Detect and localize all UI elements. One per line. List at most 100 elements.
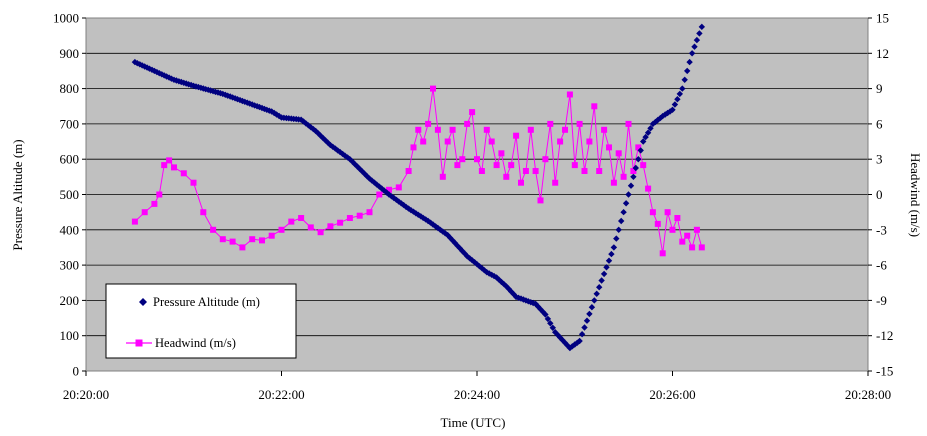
- headwind-point-57: [537, 197, 544, 204]
- altitude-point-192: [600, 270, 608, 278]
- headwind-point-13: [239, 244, 246, 251]
- headwind-point-69: [596, 168, 603, 174]
- left-tick-label: 100: [60, 328, 80, 343]
- headwind-point-74: [620, 173, 627, 180]
- headwind-point-20: [307, 224, 314, 231]
- x-tick-label: 20:24:00: [454, 387, 500, 402]
- x-tick-label: 20:26:00: [649, 387, 695, 402]
- altitude-point-211: [647, 125, 654, 132]
- headwind-point-48: [493, 162, 500, 169]
- altitude-point-185: [583, 317, 591, 324]
- headwind-point-67: [586, 138, 593, 145]
- altitude-point-195: [608, 250, 615, 258]
- legend-item-headwind: Headwind (m/s): [126, 336, 236, 350]
- headwind-point-80: [649, 209, 656, 216]
- altitude-point-200: [620, 209, 627, 216]
- altitude-point-220: [669, 106, 676, 113]
- altitude-point-165: [534, 303, 542, 310]
- headwind-point-7: [180, 170, 187, 177]
- altitude-point-163: [530, 299, 537, 307]
- left-tick-label: 0: [73, 364, 80, 379]
- altitude-point-227: [686, 58, 693, 66]
- square-marker-icon: [135, 339, 143, 347]
- headwind-point-50: [503, 173, 510, 180]
- altitude-point-170: [547, 320, 554, 327]
- headwind-point-6: [171, 164, 177, 171]
- headwind-point-88: [689, 244, 696, 251]
- altitude-point-197: [613, 235, 620, 242]
- altitude-point-134: [459, 247, 466, 255]
- headwind-point-38: [444, 138, 451, 145]
- altitude-point-193: [603, 264, 610, 271]
- altitude-point-199: [618, 217, 625, 225]
- altitude-point-174: [556, 334, 564, 341]
- altitude-point-216: [659, 112, 666, 120]
- headwind-point-34: [425, 120, 432, 127]
- headwind-point-42: [464, 120, 471, 127]
- altitude-point-209: [642, 133, 649, 141]
- altitude-point-124: [434, 224, 442, 232]
- altitude-point-77: [319, 134, 327, 142]
- headwind-point-73: [615, 150, 622, 157]
- altitude-point-221: [671, 101, 679, 108]
- headwind-point-89: [693, 226, 700, 233]
- headwind-point-28: [386, 186, 392, 193]
- altitude-point-194: [605, 257, 613, 264]
- legend: Pressure Altitude (m) Headwind (m/s): [105, 283, 297, 359]
- altitude-point-228: [688, 50, 696, 57]
- headwind-point-61: [557, 138, 564, 145]
- headwind-point-53: [518, 179, 524, 186]
- headwind-point-36: [434, 126, 441, 133]
- altitude-point-42: [234, 96, 241, 103]
- altitude-point-181: [574, 339, 581, 346]
- altitude-point-225: [681, 76, 688, 83]
- headwind-point-64: [571, 162, 578, 169]
- altitude-point-171: [549, 324, 556, 331]
- headwind-point-29: [395, 184, 402, 191]
- altitude-point-155: [510, 291, 517, 298]
- altitude-point-190: [596, 284, 603, 291]
- series-layer: [131, 23, 706, 352]
- altitude-point-131: [451, 239, 459, 247]
- left-tick-label: 400: [60, 222, 80, 237]
- right-tick-label: 12: [876, 46, 889, 61]
- headwind-point-16: [268, 232, 275, 239]
- headwind-point-77: [635, 144, 642, 151]
- altitude-point-198: [615, 226, 622, 233]
- altitude-point-9: [153, 68, 161, 76]
- x-axis: 20:20:00 20:22:00 20:24:00 20:26:00 20:28:00: [63, 371, 891, 402]
- altitude-point-218: [664, 109, 671, 117]
- right-tick-label: 0: [876, 187, 883, 202]
- left-tick-label: 500: [60, 187, 80, 202]
- headwind-point-62: [562, 126, 568, 133]
- altitude-point-179: [569, 343, 576, 350]
- altitude-point-172: [552, 329, 559, 336]
- right-axis-title: Headwind (m/s): [908, 153, 923, 237]
- altitude-point-230: [693, 36, 701, 44]
- right-tick-label: -3: [876, 222, 887, 237]
- altitude-point-231: [696, 30, 703, 37]
- altitude-point-196: [610, 244, 618, 251]
- altitude-point-222: [674, 96, 681, 103]
- headwind-point-51: [508, 162, 515, 169]
- left-axis-title: Pressure Altitude (m): [10, 139, 25, 250]
- headwind-point-54: [522, 168, 529, 174]
- headwind-point-56: [532, 168, 539, 174]
- headwind-point-15: [259, 237, 265, 244]
- right-tick-label: 15: [876, 11, 889, 26]
- altitude-point-191: [598, 277, 605, 284]
- altitude-point-55: [266, 107, 273, 114]
- headwind-point-63: [566, 91, 573, 98]
- altitude-point-219: [666, 108, 674, 115]
- headwind-point-72: [610, 179, 617, 186]
- headwind-point-78: [640, 162, 647, 169]
- altitude-point-215: [657, 114, 664, 122]
- headwind-point-21: [317, 229, 324, 236]
- headwind-point-24: [346, 215, 353, 221]
- altitude-point-201: [622, 200, 630, 207]
- headwind-point-90: [698, 244, 705, 251]
- altitude-point-183: [578, 331, 586, 338]
- headwind-point-5: [166, 157, 173, 164]
- headwind-point-58: [542, 156, 549, 163]
